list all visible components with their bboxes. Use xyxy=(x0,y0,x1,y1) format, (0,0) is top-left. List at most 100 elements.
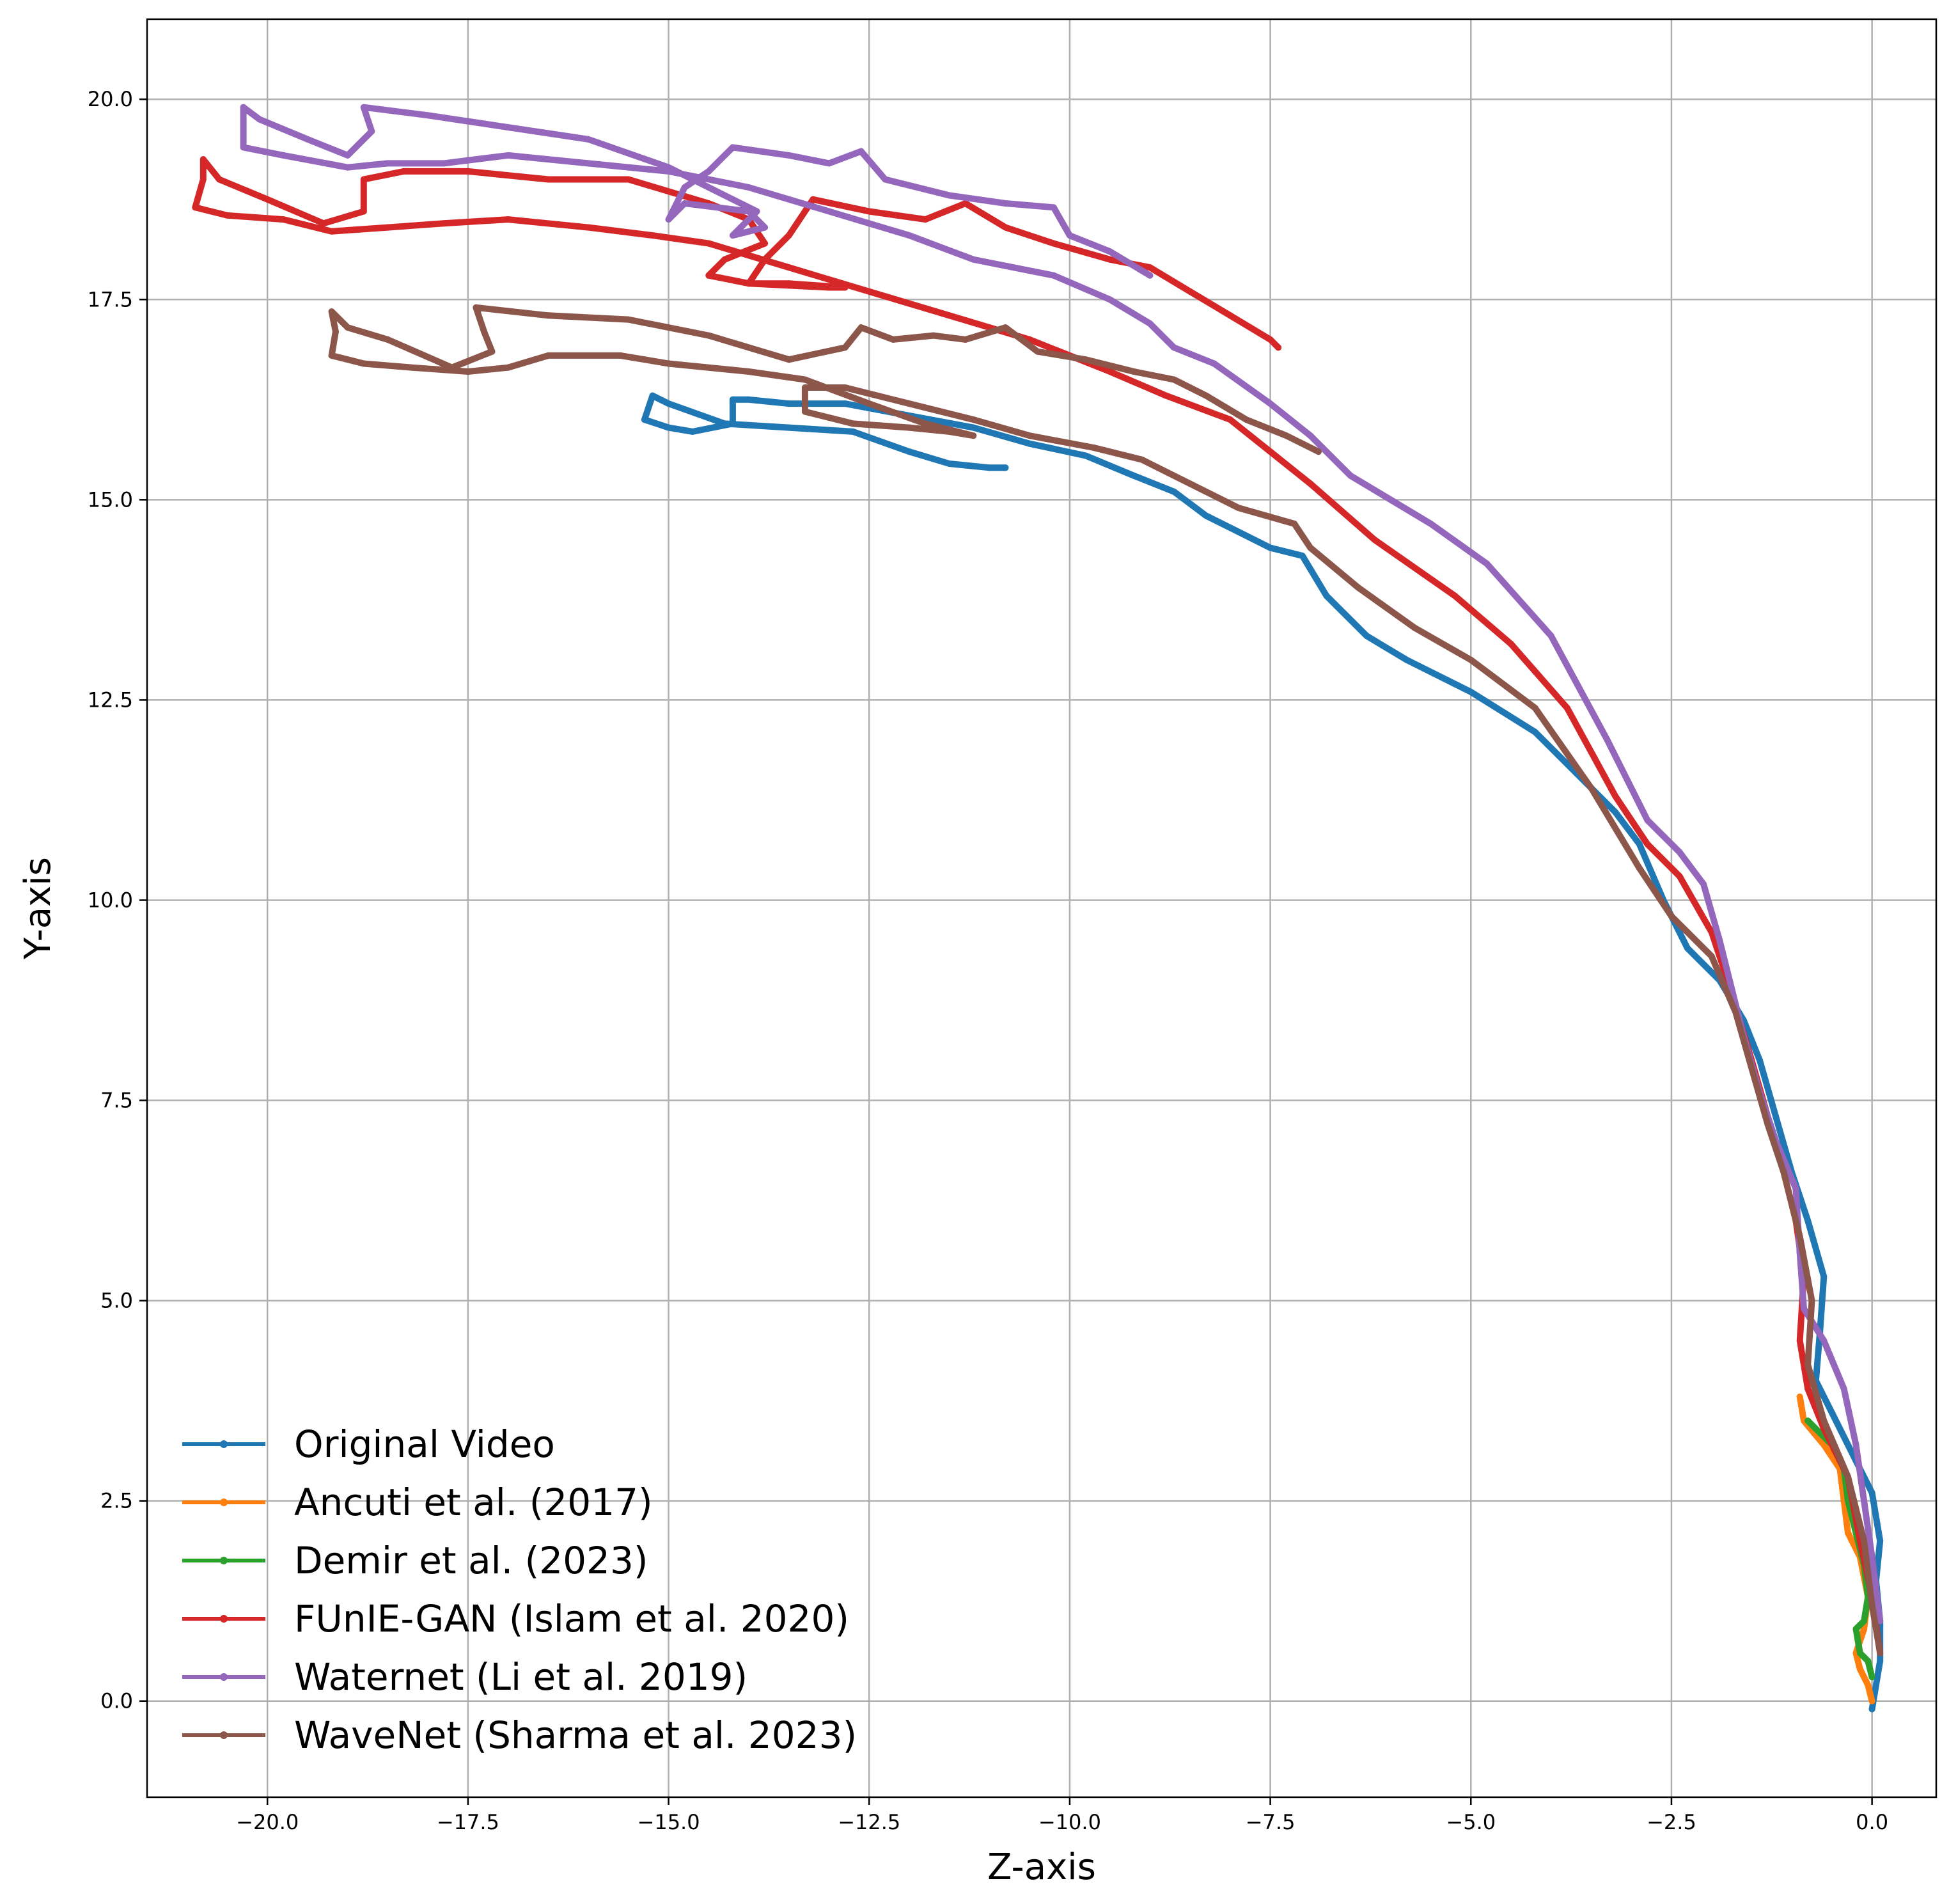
legend-marker xyxy=(220,1557,228,1564)
data-point xyxy=(1106,296,1113,303)
data-point xyxy=(200,176,207,183)
data-point xyxy=(649,392,656,399)
data-point xyxy=(1508,640,1514,647)
data-point xyxy=(1644,840,1651,847)
data-point xyxy=(866,208,873,215)
x-axis-label: Z-axis xyxy=(987,1846,1096,1888)
data-point xyxy=(746,208,752,215)
data-point xyxy=(344,152,351,159)
data-point xyxy=(906,424,912,431)
data-point xyxy=(857,324,865,331)
data-point xyxy=(448,364,455,371)
data-point xyxy=(1708,929,1715,936)
data-point xyxy=(1808,1297,1815,1304)
data-point xyxy=(1267,544,1274,551)
data-point xyxy=(665,164,672,171)
data-point xyxy=(721,256,728,263)
data-point xyxy=(946,312,953,319)
data-point xyxy=(585,160,592,167)
legend-label-wavenet-sharma-et-al-2023: WaveNet (Sharma et al. 2023) xyxy=(294,1713,857,1757)
data-point xyxy=(1403,656,1410,663)
data-point xyxy=(1804,1217,1812,1224)
data-point xyxy=(1138,456,1145,463)
data-point xyxy=(1612,808,1619,815)
data-point xyxy=(1845,1529,1851,1536)
data-point xyxy=(1347,472,1354,479)
data-point xyxy=(1861,1497,1868,1504)
data-point xyxy=(705,168,712,175)
data-point xyxy=(1131,472,1138,479)
data-point xyxy=(1604,737,1611,743)
data-point xyxy=(801,384,808,391)
y-tick-label: 5.0 xyxy=(100,1289,133,1313)
data-point xyxy=(1131,368,1138,375)
data-point xyxy=(1588,785,1595,792)
data-point xyxy=(946,192,953,199)
data-point xyxy=(1355,585,1362,592)
data-point xyxy=(1684,945,1691,952)
data-point xyxy=(729,396,736,403)
plot-frame xyxy=(146,18,1937,1798)
data-point xyxy=(1563,704,1570,711)
data-point xyxy=(689,428,696,435)
data-point xyxy=(785,280,792,287)
data-point xyxy=(1483,560,1491,567)
data-point xyxy=(328,228,335,235)
data-point xyxy=(1066,232,1073,239)
data-point xyxy=(441,220,448,227)
data-point xyxy=(1026,432,1033,439)
data-point xyxy=(489,348,496,355)
data-point xyxy=(1852,1442,1859,1448)
data-point xyxy=(1868,1697,1875,1704)
data-point xyxy=(1636,865,1643,872)
y-tick-label: 0.0 xyxy=(100,1689,133,1713)
legend-marker xyxy=(220,1499,228,1506)
data-point xyxy=(1780,1169,1787,1176)
data-point xyxy=(746,368,752,375)
data-point xyxy=(481,328,487,335)
data-point xyxy=(1877,1538,1884,1545)
data-point xyxy=(332,328,339,335)
data-point xyxy=(649,232,656,239)
data-point xyxy=(1299,553,1306,559)
data-point xyxy=(826,208,833,215)
data-point xyxy=(384,224,391,231)
data-point xyxy=(473,304,480,311)
data-point xyxy=(1363,633,1370,640)
legend-label-original-video: Original Video xyxy=(294,1422,555,1466)
data-point xyxy=(665,400,672,407)
data-point xyxy=(464,168,471,175)
data-point xyxy=(1792,1185,1799,1192)
data-point xyxy=(1801,1305,1807,1312)
data-point xyxy=(1644,817,1651,824)
data-point xyxy=(1820,1417,1828,1424)
data-point xyxy=(753,208,760,215)
data-point xyxy=(1877,1649,1884,1656)
data-point xyxy=(1856,1649,1863,1656)
data-point xyxy=(1877,1617,1884,1625)
data-point xyxy=(762,240,769,247)
data-point xyxy=(705,184,712,191)
data-point xyxy=(256,116,263,123)
data-point xyxy=(1856,1665,1863,1672)
data-point xyxy=(762,256,769,263)
data-point xyxy=(1106,256,1113,263)
data-point xyxy=(240,144,247,151)
data-point xyxy=(264,196,271,203)
data-point xyxy=(1427,520,1434,527)
data-point xyxy=(1050,204,1057,211)
legend-label-funie-gan-islam-et-al-2020: FUnIE-GAN (Islam et al. 2020) xyxy=(294,1597,849,1640)
data-point xyxy=(625,316,632,323)
data-point xyxy=(746,184,752,191)
data-point xyxy=(1764,1121,1771,1128)
data-point xyxy=(841,384,849,391)
y-tick-label: 15.0 xyxy=(88,487,133,512)
data-point xyxy=(1267,448,1274,455)
data-point xyxy=(200,156,207,163)
data-point xyxy=(545,312,552,319)
data-point xyxy=(1106,248,1113,255)
series-line-wavenet-sharma-et-al-2023 xyxy=(328,304,1884,1656)
data-point xyxy=(665,216,672,223)
data-point xyxy=(681,200,688,207)
